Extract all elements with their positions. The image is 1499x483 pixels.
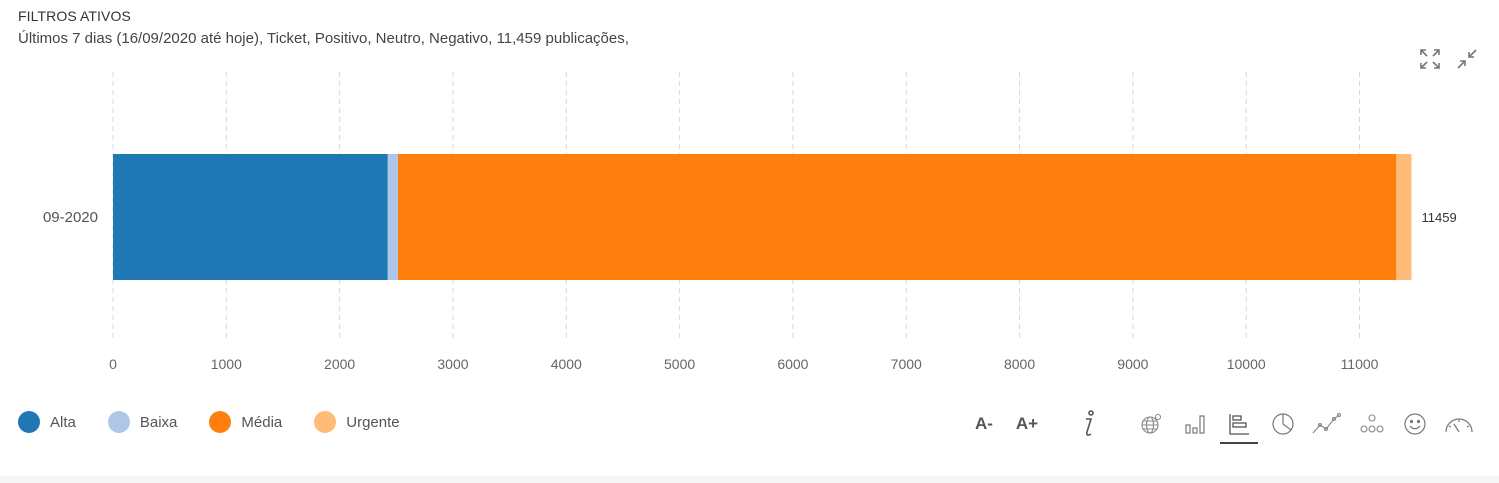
x-tick-label: 8000 xyxy=(1004,356,1035,372)
globe-icon[interactable] xyxy=(1138,406,1164,442)
x-tick-label: 6000 xyxy=(777,356,808,372)
legend-item-alta[interactable]: Alta xyxy=(18,411,76,433)
stacked-bar-chart: 0 1000 2000 3000 4000 5000 6000 7000 8000 9000 100… xyxy=(43,72,1457,372)
filters-summary: Últimos 7 dias (16/09/2020 até hoje), Ti… xyxy=(18,30,629,47)
bar-chart-icon[interactable] xyxy=(1220,406,1258,444)
x-tick-label: 3000 xyxy=(437,356,468,372)
legend-item-urgente[interactable]: Urgente xyxy=(314,411,400,433)
legend-item-media[interactable]: Média xyxy=(209,411,282,433)
bar-segment-média[interactable] xyxy=(397,154,1397,280)
legend-label-media: Média xyxy=(241,413,283,431)
legend-swatch-media xyxy=(209,411,232,433)
bar-segment-baixa[interactable] xyxy=(387,154,398,280)
x-tick-label: 2000 xyxy=(324,356,355,372)
gauge-icon[interactable] xyxy=(1442,406,1476,442)
font-increase-button[interactable]: A+ xyxy=(1008,406,1046,442)
info-icon[interactable] xyxy=(1076,406,1100,442)
bar-total-label: 11459 xyxy=(1422,210,1457,225)
smiley-icon[interactable] xyxy=(1402,406,1428,442)
legend-item-baixa[interactable]: Baixa xyxy=(107,411,178,433)
footer-strip xyxy=(0,476,1499,483)
legend-label-baixa: Baixa xyxy=(139,413,178,431)
y-category-label: 09-2020 xyxy=(43,209,98,226)
legend-label-urgente: Urgente xyxy=(346,413,400,431)
legend: Alta Baixa Média Urgente xyxy=(18,411,432,433)
legend-label-alta: Alta xyxy=(50,413,76,431)
bar-segment-alta[interactable] xyxy=(113,154,388,280)
legend-swatch-urgente xyxy=(314,411,337,433)
x-tick-label: 0 xyxy=(109,356,117,372)
column-chart-icon[interactable] xyxy=(1182,406,1208,442)
pie-chart-icon[interactable] xyxy=(1270,406,1296,442)
legend-swatch-baixa xyxy=(107,411,130,433)
collapse-icon[interactable] xyxy=(1456,48,1478,70)
x-tick-label: 9000 xyxy=(1117,356,1148,372)
line-chart-icon[interactable] xyxy=(1310,406,1342,442)
x-tick-label: 7000 xyxy=(891,356,922,372)
x-tick-label: 1000 xyxy=(211,356,242,372)
font-decrease-button[interactable]: A- xyxy=(966,406,1002,442)
filters-title: FILTROS ATIVOS xyxy=(18,8,131,24)
font-increase-label: A+ xyxy=(1015,414,1039,433)
bar-segment-urgente[interactable] xyxy=(1396,154,1412,280)
font-decrease-label: A- xyxy=(975,414,993,433)
legend-swatch-alta xyxy=(18,411,40,433)
x-tick-label: 10000 xyxy=(1227,356,1266,372)
x-tick-label: 5000 xyxy=(664,356,695,372)
x-tick-label: 4000 xyxy=(551,356,582,372)
x-tick-label: 11000 xyxy=(1341,356,1379,372)
network-icon[interactable] xyxy=(1358,406,1386,442)
expand-icon[interactable] xyxy=(1419,48,1441,70)
